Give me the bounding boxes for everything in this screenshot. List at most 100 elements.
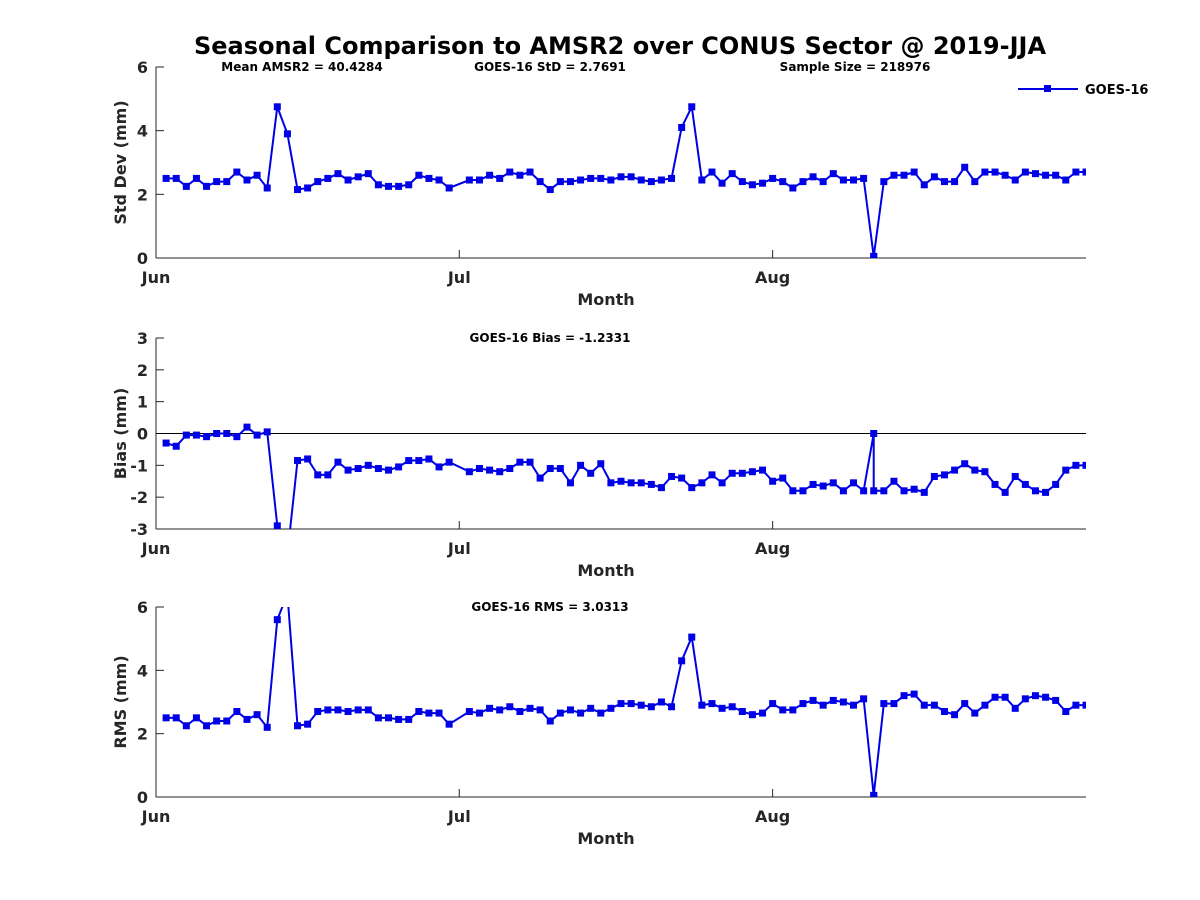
data-point bbox=[1052, 696, 1060, 704]
data-point bbox=[627, 173, 635, 181]
data-point bbox=[940, 178, 948, 186]
data-point bbox=[708, 168, 716, 176]
data-point bbox=[334, 706, 342, 714]
data-point bbox=[344, 466, 352, 474]
data-point bbox=[405, 457, 413, 465]
data-point bbox=[425, 174, 433, 182]
data-point bbox=[991, 693, 999, 701]
data-point bbox=[465, 176, 473, 184]
data-point bbox=[516, 708, 524, 715]
data-point bbox=[475, 709, 483, 717]
x-tick-label: Jul bbox=[447, 268, 471, 287]
data-point bbox=[546, 465, 554, 473]
y-tick-label: 4 bbox=[137, 122, 148, 141]
panel-2: -3 -2 -1 0 1 2 3 Jun Jul Aug Month Bias (mm) GOES-16… bbox=[111, 329, 1086, 580]
data-point bbox=[1011, 176, 1019, 184]
data-point bbox=[273, 103, 281, 111]
data-point bbox=[678, 474, 686, 482]
data-point bbox=[284, 591, 291, 598]
data-point bbox=[203, 722, 211, 730]
data-point bbox=[263, 428, 271, 436]
y-tick-label: 2 bbox=[137, 725, 148, 744]
data-point bbox=[243, 423, 251, 431]
data-point bbox=[940, 708, 948, 715]
data-point bbox=[354, 706, 362, 714]
data-point bbox=[930, 173, 938, 181]
data-point bbox=[223, 430, 231, 437]
data-point bbox=[738, 469, 746, 477]
data-point bbox=[324, 706, 332, 714]
y-axis-label: Std Dev (mm) bbox=[111, 100, 130, 224]
data-point bbox=[546, 186, 554, 194]
data-point bbox=[617, 477, 625, 485]
data-point bbox=[698, 176, 706, 184]
data-point bbox=[324, 174, 332, 182]
x-axis-label: Month bbox=[577, 561, 634, 580]
series-goes-16 bbox=[162, 591, 1086, 797]
data-point bbox=[698, 701, 706, 709]
data-point bbox=[263, 184, 271, 192]
data-point bbox=[577, 709, 585, 717]
data-point bbox=[162, 439, 170, 447]
data-point bbox=[1011, 472, 1019, 480]
data-point bbox=[1031, 170, 1039, 178]
data-point bbox=[718, 704, 726, 712]
data-point bbox=[182, 722, 190, 730]
data-point bbox=[506, 168, 514, 176]
data-point bbox=[597, 460, 605, 468]
data-point bbox=[526, 458, 534, 466]
data-point bbox=[496, 174, 504, 182]
data-point bbox=[688, 103, 696, 111]
data-point bbox=[192, 174, 200, 182]
data-point bbox=[162, 174, 170, 182]
y-tick-label: 0 bbox=[137, 788, 148, 807]
data-point bbox=[536, 706, 544, 714]
data-point bbox=[890, 171, 898, 179]
data-point bbox=[415, 708, 423, 715]
data-point bbox=[829, 170, 837, 178]
y-tick-label: 1 bbox=[137, 393, 148, 412]
series-goes-16 bbox=[162, 423, 1086, 529]
legend-marker bbox=[1044, 85, 1051, 92]
data-point bbox=[678, 657, 686, 665]
data-point bbox=[536, 474, 544, 482]
data-point bbox=[314, 178, 322, 186]
data-point bbox=[900, 487, 908, 495]
data-point bbox=[526, 704, 534, 712]
data-point bbox=[668, 703, 676, 711]
data-point bbox=[698, 479, 706, 487]
data-point bbox=[1052, 171, 1060, 179]
data-point bbox=[324, 471, 332, 479]
data-point bbox=[182, 431, 190, 439]
data-point bbox=[829, 479, 837, 487]
data-point bbox=[587, 704, 595, 712]
data-point bbox=[971, 178, 979, 186]
data-point bbox=[577, 176, 585, 184]
data-point bbox=[556, 465, 564, 473]
panel-1: 0 2 4 6 Jun Jul Aug Month Std Dev (mm) Mean AMSR2… bbox=[111, 58, 1086, 309]
data-point bbox=[860, 695, 868, 703]
stat-annotation: GOES-16 Bias = -1.2331 bbox=[470, 331, 631, 345]
data-point bbox=[435, 176, 443, 184]
data-point bbox=[364, 706, 372, 714]
data-point bbox=[930, 472, 938, 480]
data-point bbox=[880, 178, 888, 186]
x-tick-label: Jun bbox=[141, 539, 171, 558]
data-point bbox=[203, 182, 211, 190]
data-point bbox=[1062, 466, 1070, 474]
data-point bbox=[253, 711, 261, 719]
data-point bbox=[374, 181, 382, 189]
data-point bbox=[637, 701, 645, 709]
data-point bbox=[405, 715, 413, 723]
data-point bbox=[172, 442, 180, 450]
data-point bbox=[223, 717, 231, 725]
data-point bbox=[981, 468, 989, 476]
data-point bbox=[870, 252, 878, 258]
x-tick-label: Jun bbox=[141, 807, 171, 826]
y-tick-label: -2 bbox=[130, 488, 148, 507]
data-point bbox=[728, 170, 736, 178]
data-point bbox=[951, 466, 959, 474]
x-tick-label: Aug bbox=[755, 539, 790, 558]
data-point bbox=[829, 696, 837, 704]
data-point bbox=[415, 457, 423, 465]
